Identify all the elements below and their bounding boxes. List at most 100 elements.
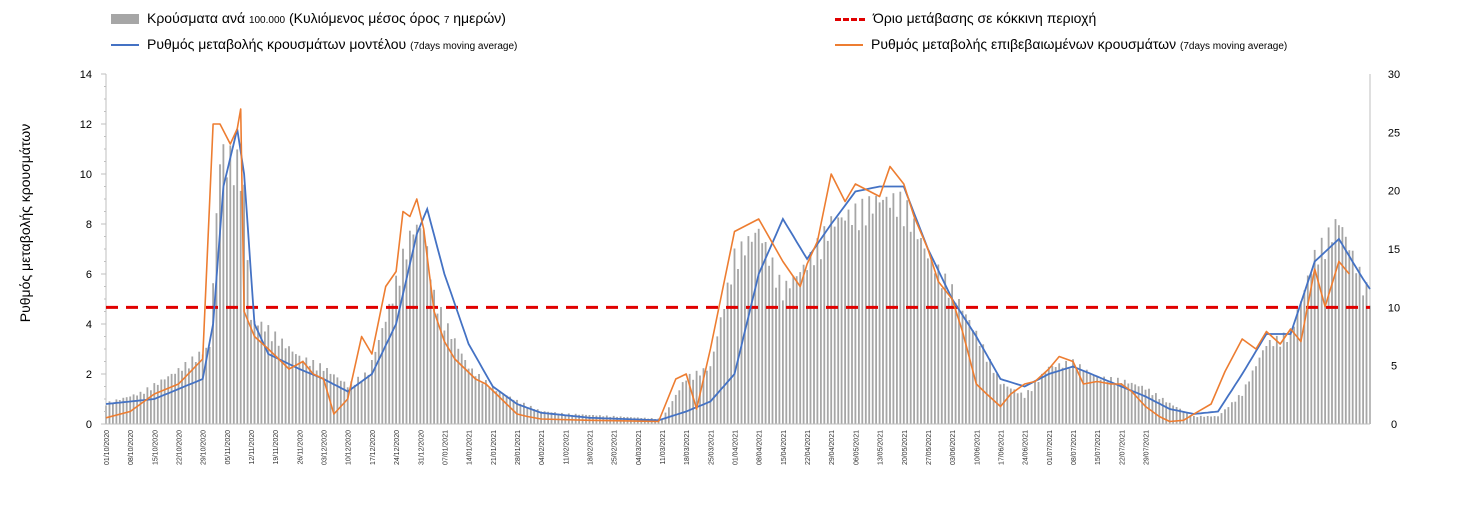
legend-model-small: (7days moving average) xyxy=(410,41,518,52)
bar xyxy=(322,370,325,424)
bar xyxy=(844,220,846,424)
bar xyxy=(851,225,853,424)
bar xyxy=(968,320,971,424)
bar xyxy=(533,409,536,424)
bar xyxy=(1206,416,1209,424)
bar xyxy=(1255,366,1257,424)
bar xyxy=(274,331,277,424)
bar xyxy=(239,190,242,424)
bar xyxy=(1241,395,1244,424)
bar xyxy=(989,358,991,424)
bar xyxy=(246,260,249,424)
y2-tick-label: 25 xyxy=(1388,127,1400,139)
bar xyxy=(864,225,867,424)
bar xyxy=(1296,309,1299,424)
bar xyxy=(561,412,563,424)
bar xyxy=(419,228,422,424)
bar xyxy=(554,412,556,424)
bar xyxy=(771,257,774,424)
y-tick-label: 14 xyxy=(80,69,92,81)
bar xyxy=(716,336,719,424)
bar xyxy=(288,346,290,424)
bar xyxy=(681,382,684,424)
bar xyxy=(143,393,145,424)
bar xyxy=(733,248,736,424)
bar xyxy=(605,415,608,424)
bar xyxy=(198,351,201,424)
bar xyxy=(799,272,802,424)
bar xyxy=(253,321,256,424)
bar xyxy=(885,196,888,424)
legend-model: Ρυθμός μεταβολής κρουσμάτων μοντέλου (7d… xyxy=(111,36,517,52)
x-tick-label: 08/07/2021 xyxy=(1071,430,1078,465)
bar xyxy=(871,213,874,424)
y2-tick-label: 30 xyxy=(1388,69,1400,81)
y-tick-label: 8 xyxy=(86,219,92,231)
bar xyxy=(1023,397,1026,424)
x-tick-label: 13/05/2021 xyxy=(878,430,885,465)
bar xyxy=(474,376,477,424)
x-tick-label: 14/01/2021 xyxy=(467,430,474,465)
bar xyxy=(958,299,960,424)
bar xyxy=(674,394,677,424)
y2-tick-label: 5 xyxy=(1391,361,1397,373)
legend-threshold-swatch xyxy=(835,17,865,21)
legend-bars-text2: (Κυλιόμενος μέσος όρος xyxy=(285,10,444,26)
bar xyxy=(350,381,353,424)
bar xyxy=(1110,377,1112,424)
bar xyxy=(374,351,377,424)
bar xyxy=(754,232,757,424)
bar xyxy=(1130,382,1133,424)
legend-confirmed-small: (7days moving average) xyxy=(1179,41,1288,52)
bar xyxy=(820,259,822,424)
legend-confirmed-swatch xyxy=(835,44,863,47)
bar xyxy=(284,348,287,424)
legend-bars-text1: Κρούσματα ανά xyxy=(147,10,249,26)
bar xyxy=(264,331,266,424)
bar xyxy=(460,353,463,424)
x-tick-label: 05/11/2020 xyxy=(225,430,232,465)
bar xyxy=(574,413,577,424)
bar xyxy=(1151,395,1154,424)
bar xyxy=(702,368,705,424)
bar xyxy=(1168,402,1171,424)
bar xyxy=(1047,366,1050,424)
x-tick-label: 25/03/2021 xyxy=(708,430,715,465)
bar xyxy=(712,351,715,424)
bar xyxy=(405,259,408,424)
bar xyxy=(744,255,746,424)
x-tick-label: 29/07/2021 xyxy=(1144,430,1151,465)
bar xyxy=(1224,409,1226,424)
y2-tick-label: 20 xyxy=(1388,186,1400,198)
x-tick-label: 04/02/2021 xyxy=(539,430,546,465)
bar xyxy=(747,236,750,424)
bar xyxy=(1175,407,1178,424)
bar xyxy=(757,228,760,424)
bar xyxy=(847,209,850,424)
x-tick-label: 29/04/2021 xyxy=(829,430,836,465)
bar xyxy=(1306,275,1309,424)
bar xyxy=(889,207,891,424)
bar xyxy=(1141,385,1143,424)
confirmed-series-line xyxy=(105,108,1350,423)
bar xyxy=(208,347,211,424)
bar xyxy=(353,384,356,424)
x-tick-label: 18/03/2021 xyxy=(684,430,691,465)
bar xyxy=(1013,389,1016,424)
bar xyxy=(1213,416,1216,424)
bar xyxy=(125,397,128,424)
x-tick-label: 10/06/2021 xyxy=(974,430,981,465)
bar xyxy=(1303,290,1306,424)
bar xyxy=(257,325,259,424)
bar xyxy=(136,395,138,424)
bar xyxy=(709,366,712,424)
bar xyxy=(692,379,694,424)
bar xyxy=(1137,386,1140,424)
bar xyxy=(737,269,739,424)
bar xyxy=(367,374,370,424)
bar xyxy=(153,383,156,424)
y-tick-label: 6 xyxy=(86,269,92,281)
bar xyxy=(1161,397,1164,424)
bar xyxy=(547,411,549,424)
bar xyxy=(695,370,698,424)
